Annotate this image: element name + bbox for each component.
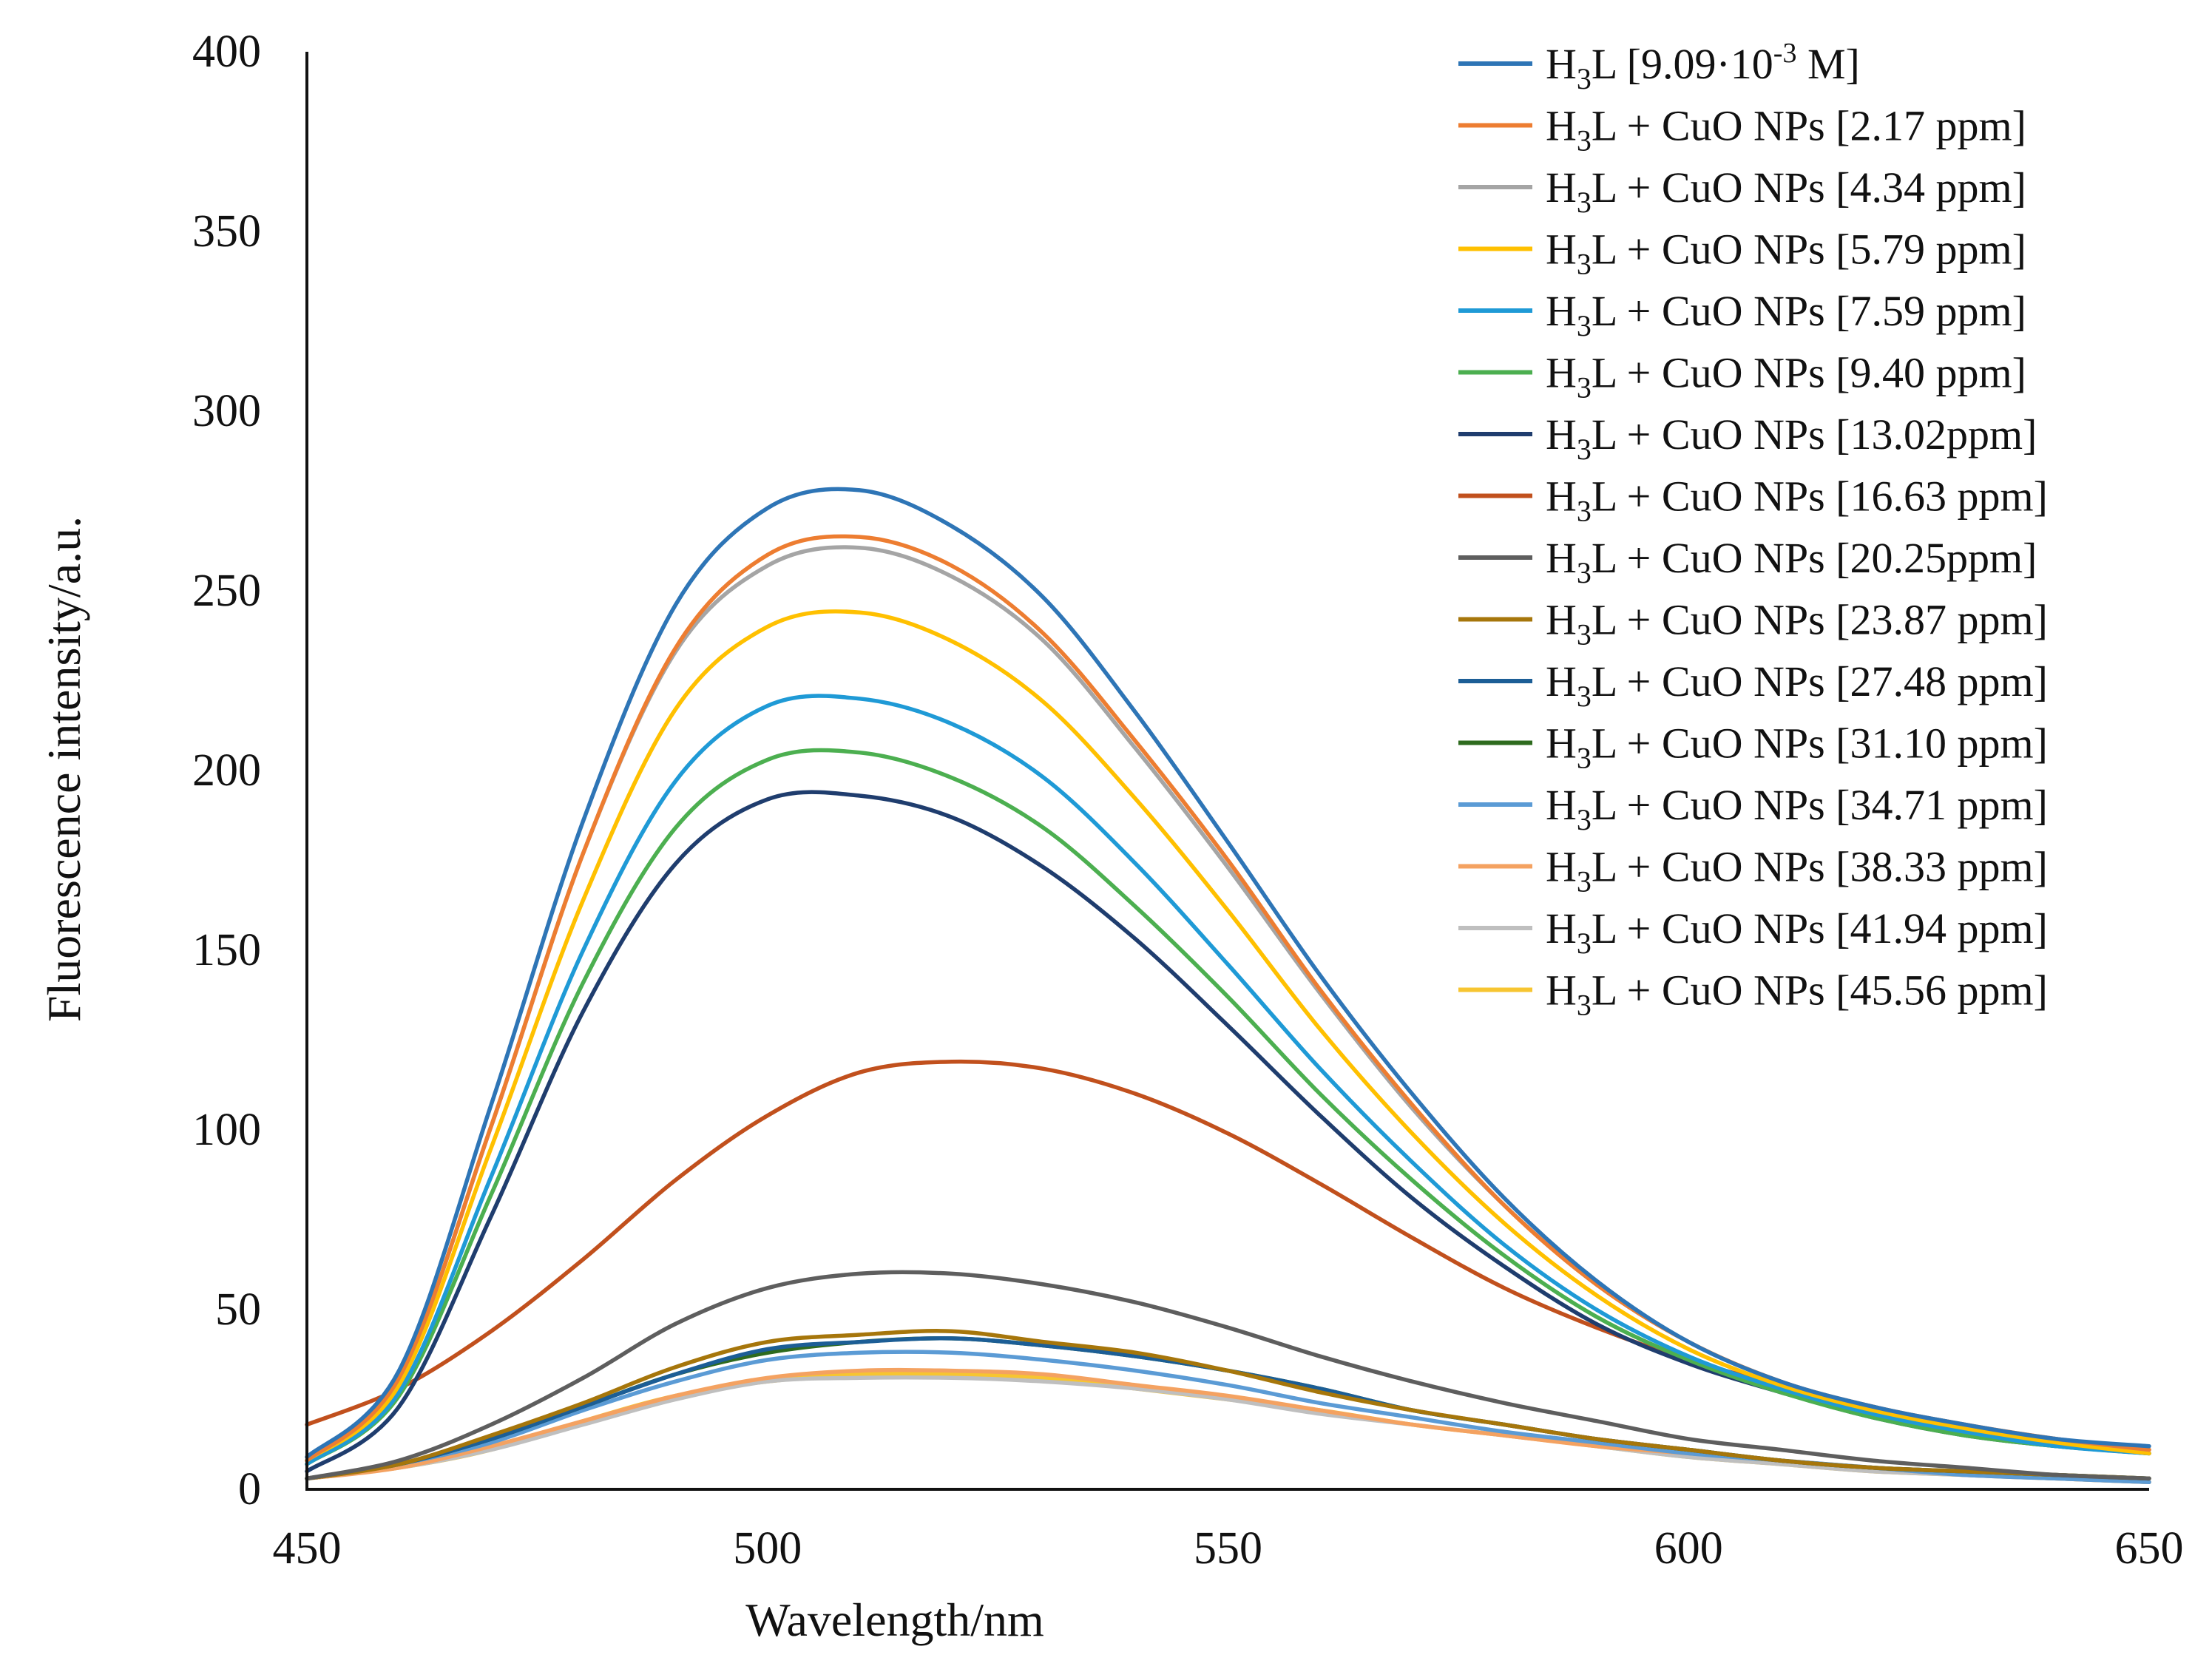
legend-label: H3L + CuO NPs [5.79 ppm] xyxy=(1546,226,2026,281)
legend-entry: H3L + CuO NPs [45.56 ppm] xyxy=(1458,966,2048,1022)
legend-entry: H3L + CuO NPs [27.48 ppm] xyxy=(1458,657,2048,713)
series-line-5 xyxy=(305,694,2151,1466)
legend-entry: H3L + CuO NPs [20.25ppm] xyxy=(1458,534,2037,589)
series-line-6 xyxy=(305,748,2151,1466)
legend-label: H3L + CuO NPs [9.40 ppm] xyxy=(1546,349,2026,404)
y-tick-label: 200 xyxy=(192,745,261,796)
legend-entry: H3L + CuO NPs [9.40 ppm] xyxy=(1458,349,2026,404)
x-tick-label: 500 xyxy=(733,1523,802,1574)
series-line-9 xyxy=(305,1270,2151,1481)
series-line-10 xyxy=(305,1329,2151,1481)
y-tick-label: 50 xyxy=(215,1284,261,1335)
x-axis-title: Wavelength/nm xyxy=(745,1594,1044,1646)
y-tick-label: 250 xyxy=(192,566,261,616)
legend-label: H3L + CuO NPs [27.48 ppm] xyxy=(1546,657,2048,713)
legend-label: H3L + CuO NPs [41.94 ppm] xyxy=(1546,904,2048,960)
legend-entry: H3L + CuO NPs [16.63 ppm] xyxy=(1458,473,2048,528)
legend-entry: H3L + CuO NPs [7.59 ppm] xyxy=(1458,287,2026,342)
legend-label: H3L + CuO NPs [4.34 ppm] xyxy=(1546,163,2026,219)
legend: H3L [9.09·10-3 M] H3L + CuO NPs [2.17 ppm… xyxy=(1458,38,2048,1022)
legend-label: H3L + CuO NPs [31.10 ppm] xyxy=(1546,720,2048,775)
legend-entry: H3L [9.09·10-3 M] xyxy=(1458,38,1860,95)
y-tick-label: 400 xyxy=(192,27,261,77)
legend-entry: H3L + CuO NPs [38.33 ppm] xyxy=(1458,843,2048,898)
x-tick-labels: 450 500 550 600 650 xyxy=(273,1523,2184,1574)
legend-entry: H3L + CuO NPs [13.02ppm] xyxy=(1458,410,2037,466)
legend-label: H3L + CuO NPs [38.33 ppm] xyxy=(1546,843,2048,898)
legend-entry: H3L + CuO NPs [41.94 ppm] xyxy=(1458,904,2048,960)
legend-entry: H3L + CuO NPs [23.87 ppm] xyxy=(1458,596,2048,651)
y-axis-title: Fluorescence intensity/a.u. xyxy=(38,516,90,1022)
legend-label: H3L + CuO NPs [7.59 ppm] xyxy=(1546,287,2026,342)
legend-entry: H3L + CuO NPs [4.34 ppm] xyxy=(1458,163,2026,219)
x-tick-label: 450 xyxy=(273,1523,342,1574)
series-line-15 xyxy=(305,1375,2151,1485)
x-tick-label: 650 xyxy=(2115,1523,2184,1574)
legend-label: H3L + CuO NPs [45.56 ppm] xyxy=(1546,966,2048,1022)
legend-label: H3L + CuO NPs [13.02ppm] xyxy=(1546,410,2037,466)
y-tick-label: 0 xyxy=(238,1464,261,1514)
x-tick-label: 550 xyxy=(1194,1523,1262,1574)
legend-entry: H3L + CuO NPs [2.17 ppm] xyxy=(1458,102,2026,158)
x-tick-label: 600 xyxy=(1654,1523,1723,1574)
series-line-1 xyxy=(305,487,2151,1460)
y-tick-label: 300 xyxy=(192,386,261,436)
y-tick-label: 150 xyxy=(192,925,261,975)
legend-label: H3L + CuO NPs [20.25ppm] xyxy=(1546,534,2037,589)
legend-entry: H3L + CuO NPs [5.79 ppm] xyxy=(1458,226,2026,281)
legend-label: H3L + CuO NPs [16.63 ppm] xyxy=(1546,473,2048,528)
legend-label: H3L [9.09·10-3 M] xyxy=(1546,38,1860,95)
series-layer xyxy=(305,487,2151,1485)
legend-entry: H3L + CuO NPs [34.71 ppm] xyxy=(1458,781,2048,836)
legend-entry: H3L + CuO NPs [31.10 ppm] xyxy=(1458,720,2048,775)
legend-label: H3L + CuO NPs [34.71 ppm] xyxy=(1546,781,2048,836)
series-line-4 xyxy=(305,609,2151,1463)
y-tick-label: 100 xyxy=(192,1105,261,1155)
legend-label: H3L + CuO NPs [23.87 ppm] xyxy=(1546,596,2048,651)
legend-label: H3L + CuO NPs [2.17 ppm] xyxy=(1546,102,2026,158)
y-tick-label: 350 xyxy=(192,206,261,257)
y-tick-labels: 0 50 100 150 200 250 300 350 400 xyxy=(192,27,261,1514)
axes-layer xyxy=(305,52,2149,1491)
